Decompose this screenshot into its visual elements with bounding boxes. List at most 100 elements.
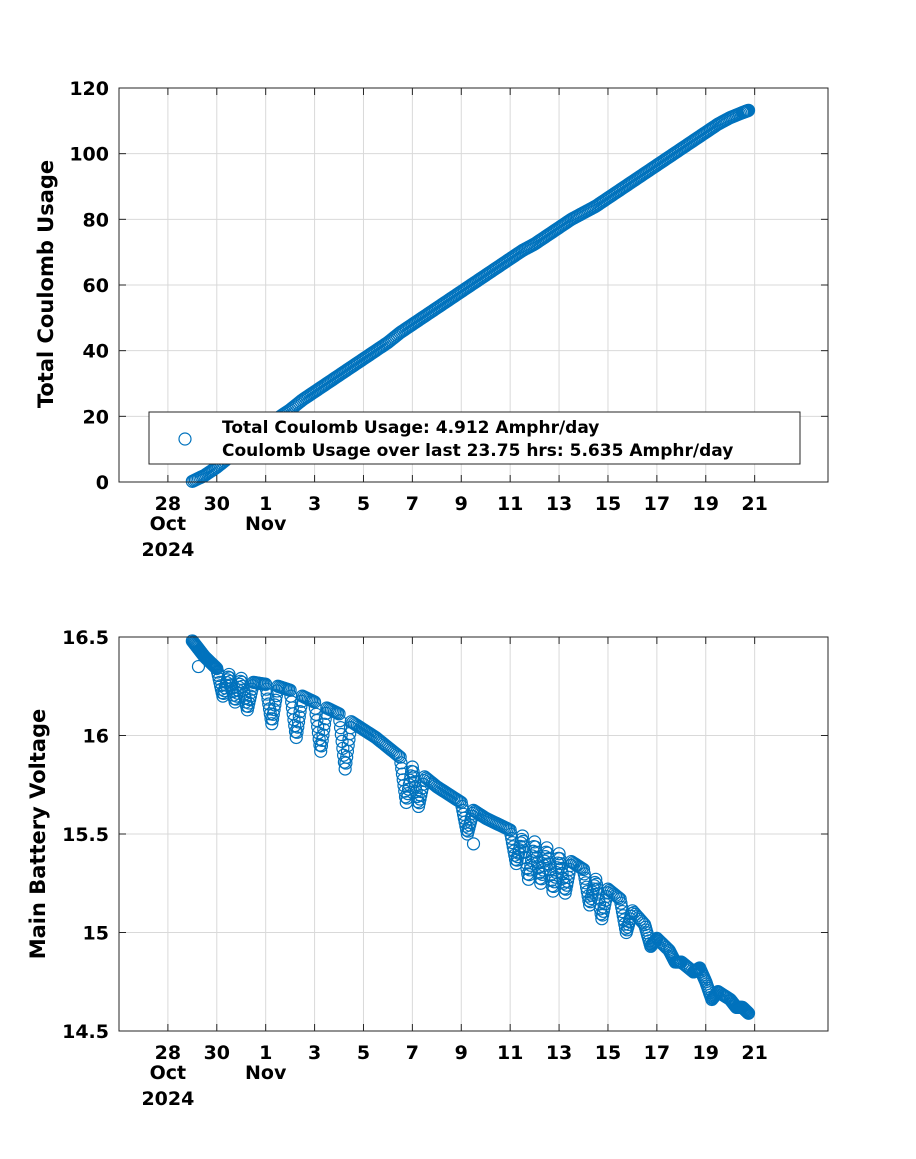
voltage-data-point	[411, 799, 426, 814]
voltage-data-point	[266, 707, 280, 721]
coulomb-ytick-label: 120	[69, 78, 109, 100]
voltage-data-point	[662, 943, 676, 957]
voltage-data-point	[515, 829, 529, 843]
voltage-data-point	[644, 939, 658, 953]
voltage-data-point	[705, 992, 719, 1007]
voltage-data-point	[668, 955, 682, 969]
voltage-data-point	[699, 975, 713, 989]
voltage-data-point	[315, 733, 329, 748]
coulomb-xtick-label: 15	[595, 493, 621, 515]
voltage-data-point	[521, 872, 536, 886]
voltage-data-point	[577, 867, 591, 881]
coulomb-ytick-label: 60	[83, 275, 109, 297]
voltage-data-point	[405, 760, 419, 774]
voltage-xtick-label: 17	[644, 1042, 670, 1064]
coulomb-xtick-year-label: 2024	[141, 539, 194, 561]
coulomb-data-point	[332, 368, 346, 382]
voltage-data-point	[554, 861, 568, 876]
voltage-data-point	[601, 882, 615, 896]
voltage-data-point	[271, 679, 285, 693]
voltage-data-point	[334, 727, 348, 742]
voltage-data-point	[466, 837, 481, 851]
voltage-data-point	[210, 661, 224, 676]
coulomb-data-point	[686, 133, 701, 148]
coulomb-usage-ylabel: Total Coulomb Usage	[34, 160, 58, 408]
coulomb-xtick-label: 9	[455, 493, 468, 515]
voltage-data-point	[228, 695, 242, 709]
coulomb-data-point	[320, 376, 334, 391]
coulomb-data-point	[369, 344, 383, 358]
coulomb-data-point	[515, 243, 529, 258]
coulomb-data-point	[613, 183, 627, 197]
voltage-data-point	[317, 717, 332, 731]
coulomb-data-point	[576, 206, 591, 220]
legend-marker-icon	[178, 432, 192, 446]
voltage-xtick-label: 13	[546, 1042, 572, 1064]
voltage-data-point	[206, 658, 220, 672]
voltage-ytick-label: 14.5	[62, 1021, 109, 1043]
voltage-data-point	[344, 715, 358, 729]
voltage-data-point	[268, 698, 282, 712]
coulomb-data-point	[381, 335, 395, 350]
voltage-data-point	[638, 918, 652, 932]
voltage-data-point	[393, 750, 407, 764]
voltage-data-point	[222, 667, 236, 682]
voltage-data-point	[619, 925, 633, 940]
voltage-data-point	[491, 817, 505, 831]
coulomb-xtick-label: 11	[497, 493, 523, 515]
voltage-data-point	[314, 739, 329, 753]
voltage-data-point	[558, 886, 572, 900]
coulomb-data-point	[735, 106, 750, 120]
voltage-data-point	[674, 955, 688, 969]
legend-entry-recent: Coulomb Usage over last 23.75 hrs: 5.635…	[222, 441, 733, 461]
voltage-data-point	[406, 765, 420, 779]
voltage-data-point	[503, 823, 517, 837]
legend-box	[148, 411, 801, 465]
voltage-data-point	[479, 811, 493, 825]
coulomb-data-point	[662, 150, 676, 164]
voltage-xtick-label: 21	[741, 1042, 767, 1064]
coulomb-data-point	[442, 293, 456, 307]
coulomb-xtick-sublabel: Oct	[150, 513, 187, 535]
coulomb-data-point	[479, 268, 493, 282]
voltage-data-point	[442, 787, 456, 802]
voltage-data-point	[528, 835, 542, 849]
voltage-xtick-sublabel: Nov	[245, 1062, 287, 1084]
voltage-data-point	[739, 1004, 753, 1018]
voltage-data-point	[460, 827, 474, 841]
voltage-data-point	[269, 693, 283, 707]
voltage-data-point	[547, 879, 561, 894]
voltage-data-point	[338, 762, 352, 776]
coulomb-xtick-label: 3	[308, 493, 321, 515]
voltage-data-point	[283, 683, 297, 697]
voltage-ytick-label: 15	[83, 923, 109, 945]
battery-voltage-ylabel: Main Battery Voltage	[26, 709, 50, 960]
coulomb-data-point	[356, 352, 371, 366]
voltage-data-point	[614, 896, 628, 910]
voltage-data-point	[454, 795, 468, 810]
voltage-data-point	[589, 877, 604, 891]
voltage-data-point	[617, 913, 631, 927]
coulomb-xtick-label: 5	[357, 493, 370, 515]
voltage-data-point	[267, 703, 281, 717]
coulomb-xtick-label: 13	[546, 493, 572, 515]
voltage-data-point	[333, 721, 348, 735]
voltage-data-point	[741, 1006, 756, 1020]
voltage-xtick-label: 11	[497, 1042, 523, 1064]
voltage-xtick-label: 15	[595, 1042, 621, 1064]
voltage-xtick-label: 30	[204, 1042, 230, 1064]
voltage-xtick-label: 3	[308, 1042, 321, 1064]
voltage-data-point	[589, 872, 603, 886]
legend-entry-total: Total Coulomb Usage: 4.912 Amphr/day	[222, 418, 599, 438]
voltage-data-point	[430, 780, 444, 794]
coulomb-ytick-label: 0	[96, 472, 109, 494]
coulomb-xtick-label: 7	[406, 493, 419, 515]
coulomb-data-point	[699, 125, 713, 139]
coulomb-ytick-label: 80	[83, 209, 109, 231]
voltage-data-point	[332, 707, 346, 721]
coulomb-data-point	[185, 474, 199, 488]
voltage-data-point	[535, 867, 549, 881]
voltage-data-point	[548, 870, 562, 884]
voltage-data-point	[737, 1002, 751, 1016]
coulomb-data-point	[552, 220, 566, 235]
